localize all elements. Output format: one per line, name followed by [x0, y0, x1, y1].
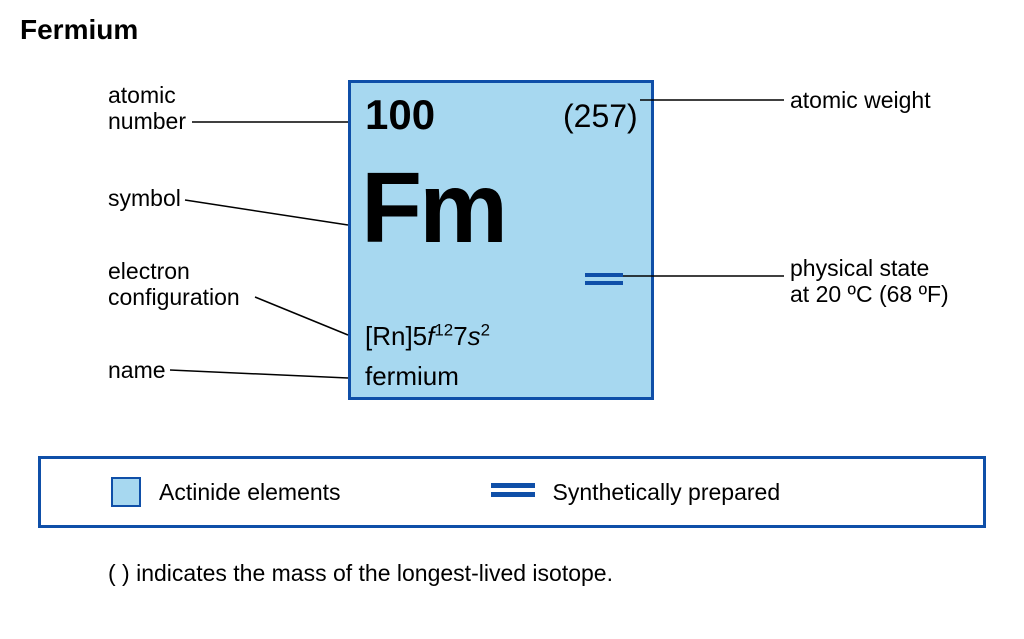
page-title: Fermium: [20, 14, 138, 46]
electron-configuration-value: [Rn]5f127s2: [365, 321, 490, 352]
legend-text-synth: Synthetically prepared: [553, 479, 781, 506]
label-symbol: symbol: [108, 185, 181, 211]
element-symbol: Fm: [361, 151, 505, 266]
legend-mark-synth-icon: [491, 483, 535, 501]
state-mark-icon: [585, 273, 623, 289]
legend-box: Actinide elements Synthetically prepared: [38, 456, 986, 528]
label-atomic-number: atomicnumber: [108, 82, 186, 135]
atomic-weight-value: (257): [563, 98, 638, 135]
legend-swatch-actinide: [111, 477, 141, 507]
atomic-number-value: 100: [365, 91, 435, 139]
element-tile: 100 (257) Fm [Rn]5f127s2 fermium: [348, 80, 654, 400]
element-name: fermium: [365, 361, 459, 392]
footnote: ( ) indicates the mass of the longest-li…: [108, 560, 613, 587]
label-physical-state: physical stateat 20 ºC (68 ºF): [790, 255, 949, 308]
label-electron-config: electronconfiguration: [108, 258, 240, 311]
legend-text-actinide: Actinide elements: [159, 479, 341, 506]
label-atomic-weight: atomic weight: [790, 87, 931, 113]
label-name: name: [108, 357, 166, 383]
